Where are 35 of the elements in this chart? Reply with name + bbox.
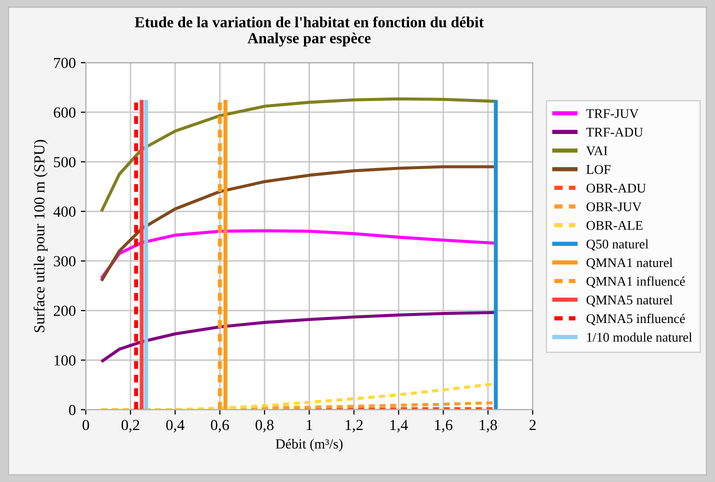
x-axis-title: Débit (m³/s) (276, 438, 343, 452)
y-tick-label: 600 (54, 107, 76, 118)
x-tick-label: 0,2 (122, 420, 140, 432)
y-axis-title: Surface utile pour 100 m (SPU) (34, 140, 48, 332)
legend-label: LOF (586, 165, 610, 174)
x-tick-label: 1,8 (480, 420, 497, 432)
legend-label: TRF-ADU (586, 128, 643, 137)
y-tick-label: 300 (54, 256, 76, 266)
x-tick-label: 1,6 (435, 420, 452, 432)
x-tick-label: 0,4 (166, 420, 184, 432)
y-tick-label: 100 (54, 355, 76, 366)
legend-label: VAI (586, 146, 608, 156)
legend-label: QMNA5 influencé (586, 314, 685, 326)
legend-label: Q50 naturel (586, 239, 648, 251)
legend-label: TRF-JUV (586, 109, 639, 118)
x-tick-label: 2 (530, 420, 536, 430)
x-tick-label: 1,4 (390, 420, 408, 432)
y-tick-label: 400 (53, 206, 76, 217)
y-tick-label: 500 (54, 156, 76, 168)
legend-label: OBR-ALE (586, 221, 643, 230)
x-tick-label: 1,2 (346, 420, 363, 432)
y-tick-label: 0 (69, 404, 76, 416)
x-tick-label: 0,8 (256, 420, 274, 432)
x-tick-label: 0 (82, 420, 90, 430)
chart-title: Etude de la variation de l'habitat en fonction du débit Analyse par espèce (134, 16, 484, 47)
legend-label: QMNA5 naturel (586, 295, 673, 306)
legend-label: 1/10 module naturel (587, 332, 692, 342)
x-tick-label: 1 (306, 420, 312, 430)
y-tick-label: 700 (54, 58, 76, 68)
legend-label: QMNA1 influencé (586, 276, 685, 288)
x-tick-label: 0,6 (210, 420, 229, 432)
legend-label: OBR-ADU (586, 184, 646, 193)
legend-label: OBR-JUV (586, 202, 642, 212)
legend-label: QMNA1 naturel (586, 258, 673, 270)
y-tick-label: 200 (54, 306, 76, 316)
